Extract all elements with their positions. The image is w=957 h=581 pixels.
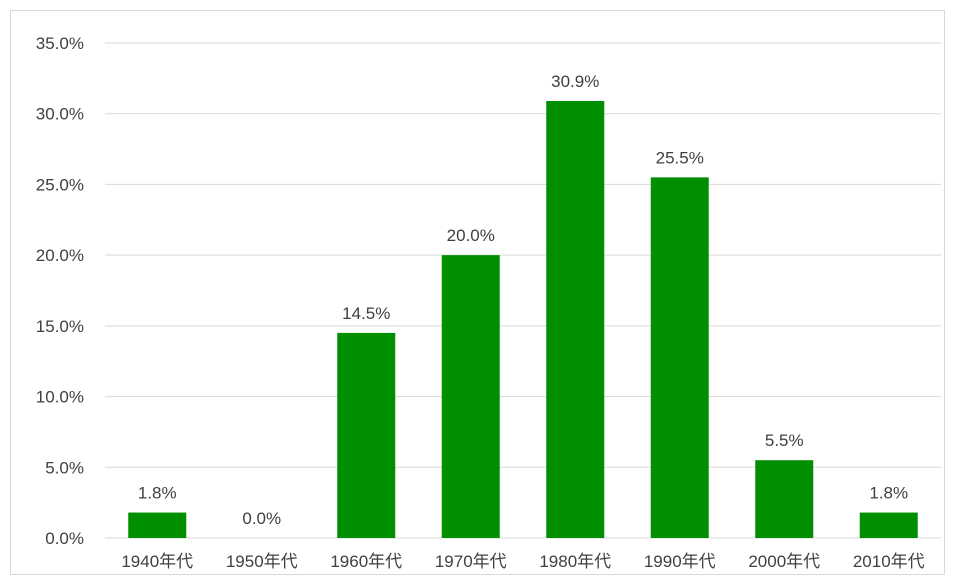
data-label: 5.5% [765, 431, 804, 450]
bar [337, 332, 396, 538]
data-label: 14.5% [342, 304, 390, 323]
y-tick-label: 15.0% [36, 317, 84, 336]
x-tick-label: 2010年代 [853, 552, 925, 571]
y-tick-label: 5.0% [45, 458, 84, 477]
y-tick-label: 10.0% [36, 388, 84, 407]
data-label: 1.8% [869, 484, 908, 503]
bars [128, 100, 918, 538]
x-tick-label: 1940年代 [121, 552, 193, 571]
y-tick-label: 35.0% [36, 34, 84, 53]
y-tick-label: 0.0% [45, 529, 84, 548]
data-label: 20.0% [447, 226, 495, 245]
bar [441, 255, 500, 538]
data-label: 0.0% [242, 509, 281, 528]
data-label: 1.8% [138, 484, 177, 503]
x-tick-label: 2000年代 [748, 552, 820, 571]
x-tick-label: 1960年代 [330, 552, 402, 571]
y-axis-tick-labels: 0.0% 5.0% 10.0% 15.0% 20.0% 25.0% 30.0% 35.0% [36, 34, 84, 548]
bar [650, 177, 709, 538]
bar [128, 512, 187, 538]
bar [859, 512, 918, 538]
x-tick-label: 1970年代 [435, 552, 507, 571]
data-labels: 1.8% 0.0% 14.5% 20.0% 30.9% 25.5% 5.5% 1.8% [138, 72, 908, 528]
x-axis-tick-labels: 1940年代 1950年代 1960年代 1970年代 1980年代 1990年代 2000… [121, 552, 924, 571]
y-tick-label: 25.0% [36, 175, 84, 194]
bar [755, 460, 814, 538]
data-label: 30.9% [551, 72, 599, 91]
x-tick-label: 1980年代 [539, 552, 611, 571]
y-tick-label: 30.0% [36, 105, 84, 124]
y-tick-label: 20.0% [36, 246, 84, 265]
x-tick-label: 1950年代 [226, 552, 298, 571]
gridlines [105, 42, 941, 539]
x-tick-label: 1990年代 [644, 552, 716, 571]
bar [546, 100, 605, 538]
data-label: 25.5% [656, 148, 704, 167]
